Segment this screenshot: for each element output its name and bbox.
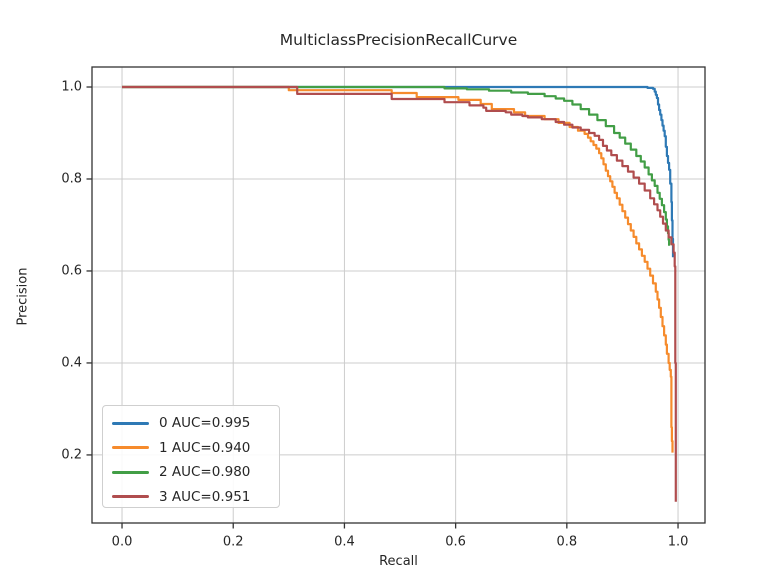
- legend-label: 3 AUC=0.951: [159, 488, 251, 505]
- legend-item: 2 AUC=0.980: [112, 460, 279, 485]
- y-tick-label: 0.2: [61, 447, 82, 463]
- legend-line-sample: [112, 421, 149, 425]
- legend-label: 2 AUC=0.980: [159, 464, 251, 481]
- y-tick-label: 0.6: [61, 263, 82, 279]
- legend-item: 3 AUC=0.951: [112, 485, 279, 510]
- x-tick-label: 1.0: [667, 534, 689, 550]
- x-tick-label: 0.4: [334, 534, 355, 550]
- y-tick-label: 0.4: [61, 355, 82, 371]
- pr-curve-class-3: [122, 85, 677, 502]
- legend-item: 1 AUC=0.940: [112, 436, 279, 461]
- x-axis-label: Recall: [379, 554, 418, 569]
- legend-line-sample: [112, 446, 149, 450]
- x-tick-label: 0.0: [111, 534, 133, 550]
- legend-line-sample: [112, 495, 149, 499]
- legend-label: 1 AUC=0.940: [159, 439, 251, 456]
- x-tick-label: 0.2: [222, 534, 244, 550]
- axes-spines: [91, 66, 706, 524]
- x-tick-label: 0.8: [556, 534, 578, 550]
- y-tick-label: 0.8: [61, 171, 82, 187]
- legend-item: 0 AUC=0.995: [112, 411, 279, 436]
- legend: 0 AUC=0.995 1 AUC=0.940 2 AUC=0.980 3 AUC=0…: [102, 405, 280, 508]
- pr-curve-class-2: [122, 85, 671, 246]
- x-tick-label: 0.6: [445, 534, 466, 550]
- legend-line-sample: [112, 470, 149, 474]
- pr-curve-class-1: [122, 85, 674, 453]
- y-tick-label: 1.0: [61, 79, 82, 95]
- chart-title: MulticlassPrecisionRecallCurve: [279, 31, 518, 49]
- y-axis-label: Precision: [15, 267, 31, 326]
- pr-curve-class-0: [122, 85, 675, 258]
- legend-label: 0 AUC=0.995: [159, 415, 251, 432]
